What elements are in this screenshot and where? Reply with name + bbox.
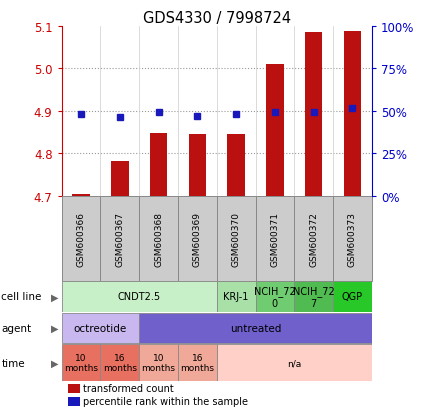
Text: 10
months: 10 months	[64, 353, 98, 372]
Text: NCIH_72
7: NCIH_72 7	[293, 285, 334, 308]
FancyBboxPatch shape	[62, 196, 100, 281]
FancyBboxPatch shape	[255, 196, 294, 281]
Text: octreotide: octreotide	[74, 323, 127, 333]
Text: GSM600369: GSM600369	[193, 211, 202, 266]
FancyBboxPatch shape	[62, 282, 217, 312]
Text: 16
months: 16 months	[103, 353, 137, 372]
Text: GSM600372: GSM600372	[309, 211, 318, 266]
Title: GDS4330 / 7998724: GDS4330 / 7998724	[143, 11, 291, 26]
Text: agent: agent	[1, 323, 31, 333]
Bar	[111, 161, 128, 196]
FancyBboxPatch shape	[333, 282, 372, 312]
FancyBboxPatch shape	[255, 282, 294, 312]
FancyBboxPatch shape	[333, 196, 372, 281]
Text: GSM600366: GSM600366	[76, 211, 85, 266]
FancyBboxPatch shape	[217, 196, 255, 281]
Bar	[68, 384, 79, 393]
FancyBboxPatch shape	[139, 344, 178, 381]
Text: ▶: ▶	[51, 292, 58, 301]
FancyBboxPatch shape	[139, 313, 372, 343]
FancyBboxPatch shape	[178, 196, 217, 281]
Text: transformed count: transformed count	[83, 384, 174, 394]
Text: n/a: n/a	[287, 358, 301, 367]
Text: QGP: QGP	[342, 292, 363, 301]
Bar	[72, 195, 90, 196]
FancyBboxPatch shape	[178, 344, 217, 381]
Bar	[68, 396, 79, 406]
Text: untreated: untreated	[230, 323, 281, 333]
Bar	[150, 133, 167, 196]
FancyBboxPatch shape	[217, 282, 255, 312]
FancyBboxPatch shape	[139, 196, 178, 281]
FancyBboxPatch shape	[62, 344, 100, 381]
FancyBboxPatch shape	[62, 313, 139, 343]
Text: KRJ-1: KRJ-1	[224, 292, 249, 301]
Text: CNDT2.5: CNDT2.5	[118, 292, 161, 301]
FancyBboxPatch shape	[100, 344, 139, 381]
Text: ▶: ▶	[51, 358, 58, 368]
Text: percentile rank within the sample: percentile rank within the sample	[83, 396, 248, 406]
Text: 10
months: 10 months	[142, 353, 176, 372]
Bar	[227, 134, 245, 196]
Text: GSM600373: GSM600373	[348, 211, 357, 266]
Text: GSM600368: GSM600368	[154, 211, 163, 266]
FancyBboxPatch shape	[294, 196, 333, 281]
FancyBboxPatch shape	[100, 196, 139, 281]
Text: cell line: cell line	[1, 292, 42, 301]
Text: 16
months: 16 months	[180, 353, 214, 372]
Bar	[266, 65, 283, 196]
Text: ▶: ▶	[51, 323, 58, 333]
Text: GSM600370: GSM600370	[232, 211, 241, 266]
Text: NCIH_72
0: NCIH_72 0	[254, 285, 296, 308]
Bar	[189, 134, 206, 196]
Text: time: time	[1, 358, 25, 368]
Bar	[305, 33, 323, 196]
FancyBboxPatch shape	[294, 282, 333, 312]
Text: GSM600371: GSM600371	[270, 211, 279, 266]
FancyBboxPatch shape	[217, 344, 372, 381]
Bar	[344, 32, 361, 196]
Text: GSM600367: GSM600367	[115, 211, 124, 266]
